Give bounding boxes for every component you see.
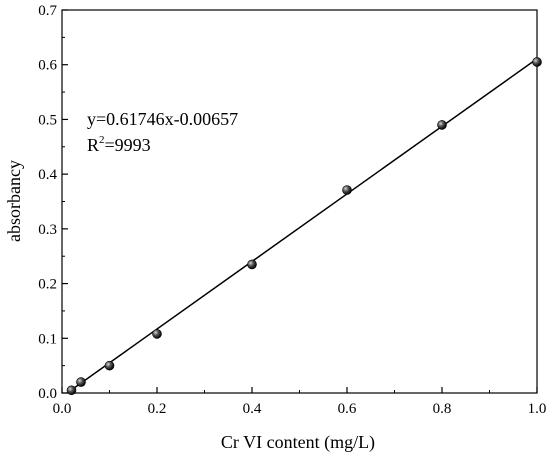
y-tick-label: 0.0 [38, 386, 57, 402]
x-tick-label: 0.2 [148, 401, 167, 417]
y-axis-ticks: 0.0 0.1 0.2 0.3 0.4 0.5 0.6 0.7 [38, 3, 68, 402]
data-point [76, 377, 86, 387]
data-points [66, 57, 542, 396]
data-point [532, 57, 542, 67]
r-squared-value: =9993 [105, 135, 151, 155]
x-tick-label: 1.0 [528, 401, 547, 417]
x-axis-ticks: 0.0 0.2 0.4 0.6 0.8 1.0 [53, 387, 547, 417]
plot-border [61, 9, 538, 394]
y-tick-label: 0.7 [38, 3, 57, 19]
x-tick-label: 0.0 [53, 401, 72, 417]
data-point [437, 120, 447, 130]
equation-annotation: y=0.61746x-0.00657 [87, 109, 238, 129]
y-tick-label: 0.1 [38, 331, 57, 347]
y-tick-label: 0.4 [38, 167, 57, 183]
data-point [247, 259, 257, 270]
y-tick-label: 0.5 [38, 112, 57, 128]
y-tick-label: 0.2 [38, 277, 57, 293]
data-point [104, 360, 115, 371]
x-axis-title: Cr VI content (mg/L) [221, 432, 375, 453]
plot-frame [61, 9, 538, 394]
r-squared-annotation: R2=9993 [87, 134, 151, 155]
fit-line-group [66, 58, 538, 394]
data-point [66, 385, 77, 396]
fit-line [66, 58, 538, 394]
r-squared-prefix: R [87, 135, 99, 155]
x-tick-label: 0.4 [243, 401, 262, 417]
r-squared-superscript: 2 [99, 134, 105, 146]
x-tick-label: 0.6 [338, 401, 357, 417]
x-tick-label: 0.8 [433, 401, 452, 417]
y-tick-label: 0.3 [38, 222, 57, 238]
y-tick-label: 0.6 [38, 58, 57, 74]
y-axis-title: absorbancy [4, 160, 24, 242]
data-point [342, 185, 352, 195]
data-point [152, 329, 162, 339]
